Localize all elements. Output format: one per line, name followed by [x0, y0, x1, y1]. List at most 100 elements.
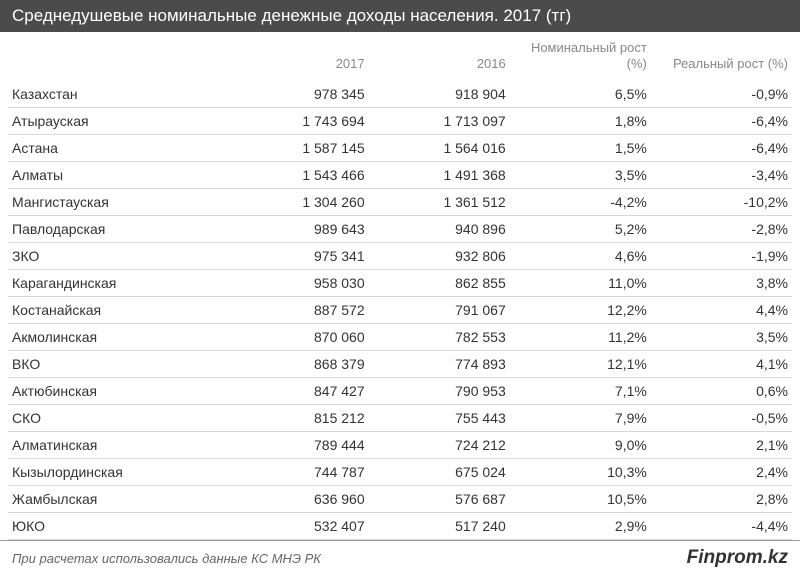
table-row: Акмолинская870 060782 55311,2%3,5% [8, 324, 792, 351]
page-title: Среднедушевые номинальные денежные доход… [0, 0, 800, 32]
footer-note: При расчетах использовались данные КС МН… [12, 551, 321, 566]
col-nominal: Номинальный рост (%) [510, 32, 651, 81]
cell-nominal: -4,2% [510, 189, 651, 216]
cell-real: 3,8% [651, 270, 792, 297]
cell-2017: 847 427 [228, 378, 369, 405]
cell-2017: 532 407 [228, 513, 369, 540]
cell-2017: 1 743 694 [228, 108, 369, 135]
cell-region: Алматинская [8, 432, 228, 459]
table-row: Казахстан978 345918 9046,5%-0,9% [8, 81, 792, 108]
cell-2016: 576 687 [369, 486, 510, 513]
cell-real: 2,1% [651, 432, 792, 459]
cell-real: -0,9% [651, 81, 792, 108]
cell-2016: 791 067 [369, 297, 510, 324]
cell-real: 3,5% [651, 324, 792, 351]
cell-2016: 1 564 016 [369, 135, 510, 162]
table-row: Карагандинская958 030862 85511,0%3,8% [8, 270, 792, 297]
cell-real: -3,4% [651, 162, 792, 189]
income-table: 2017 2016 Номинальный рост (%) Реальный … [8, 32, 792, 540]
cell-2017: 958 030 [228, 270, 369, 297]
cell-region: Акмолинская [8, 324, 228, 351]
cell-real: -4,4% [651, 513, 792, 540]
table-row: ЮКО532 407517 2402,9%-4,4% [8, 513, 792, 540]
cell-real: -10,2% [651, 189, 792, 216]
cell-region: Костанайская [8, 297, 228, 324]
cell-nominal: 1,5% [510, 135, 651, 162]
table-row: Жамбылская636 960576 68710,5%2,8% [8, 486, 792, 513]
cell-2017: 975 341 [228, 243, 369, 270]
cell-real: 2,4% [651, 459, 792, 486]
cell-region: СКО [8, 405, 228, 432]
cell-real: 4,4% [651, 297, 792, 324]
cell-nominal: 6,5% [510, 81, 651, 108]
cell-nominal: 9,0% [510, 432, 651, 459]
cell-nominal: 1,8% [510, 108, 651, 135]
cell-region: Павлодарская [8, 216, 228, 243]
cell-region: Актюбинская [8, 378, 228, 405]
cell-2017: 744 787 [228, 459, 369, 486]
cell-real: 0,6% [651, 378, 792, 405]
cell-region: ВКО [8, 351, 228, 378]
cell-2017: 978 345 [228, 81, 369, 108]
cell-region: Жамбылская [8, 486, 228, 513]
cell-real: -6,4% [651, 135, 792, 162]
footer-brand: Finprom.kz [687, 547, 788, 569]
col-2017: 2017 [228, 32, 369, 81]
cell-2016: 1 713 097 [369, 108, 510, 135]
cell-2017: 815 212 [228, 405, 369, 432]
cell-region: Казахстан [8, 81, 228, 108]
table-row: СКО815 212755 4437,9%-0,5% [8, 405, 792, 432]
cell-2017: 887 572 [228, 297, 369, 324]
cell-real: -1,9% [651, 243, 792, 270]
cell-2016: 724 212 [369, 432, 510, 459]
cell-region: Астана [8, 135, 228, 162]
cell-2016: 862 855 [369, 270, 510, 297]
cell-2017: 1 304 260 [228, 189, 369, 216]
cell-region: Мангистауская [8, 189, 228, 216]
table-row: Актюбинская847 427790 9537,1%0,6% [8, 378, 792, 405]
table-row: Кызылординская744 787675 02410,3%2,4% [8, 459, 792, 486]
cell-region: ЮКО [8, 513, 228, 540]
cell-region: Алматы [8, 162, 228, 189]
cell-nominal: 5,2% [510, 216, 651, 243]
cell-nominal: 11,0% [510, 270, 651, 297]
cell-2017: 1 543 466 [228, 162, 369, 189]
cell-nominal: 10,3% [510, 459, 651, 486]
cell-2016: 918 904 [369, 81, 510, 108]
table-row: Астана1 587 1451 564 0161,5%-6,4% [8, 135, 792, 162]
cell-real: -0,5% [651, 405, 792, 432]
cell-2017: 868 379 [228, 351, 369, 378]
cell-2017: 1 587 145 [228, 135, 369, 162]
cell-nominal: 12,1% [510, 351, 651, 378]
table-row: Алматы1 543 4661 491 3683,5%-3,4% [8, 162, 792, 189]
table-row: ЗКО975 341932 8064,6%-1,9% [8, 243, 792, 270]
cell-nominal: 7,9% [510, 405, 651, 432]
col-2016: 2016 [369, 32, 510, 81]
cell-2016: 517 240 [369, 513, 510, 540]
table-row: Костанайская887 572791 06712,2%4,4% [8, 297, 792, 324]
cell-2016: 790 953 [369, 378, 510, 405]
footer: При расчетах использовались данные КС МН… [0, 540, 800, 577]
table-row: Павлодарская989 643940 8965,2%-2,8% [8, 216, 792, 243]
table-row: ВКО868 379774 89312,1%4,1% [8, 351, 792, 378]
cell-2017: 870 060 [228, 324, 369, 351]
cell-2016: 755 443 [369, 405, 510, 432]
cell-2016: 1 361 512 [369, 189, 510, 216]
cell-2016: 932 806 [369, 243, 510, 270]
cell-2016: 940 896 [369, 216, 510, 243]
cell-real: -6,4% [651, 108, 792, 135]
col-real: Реальный рост (%) [651, 32, 792, 81]
cell-nominal: 10,5% [510, 486, 651, 513]
cell-2016: 1 491 368 [369, 162, 510, 189]
col-region [8, 32, 228, 81]
cell-region: Атырауская [8, 108, 228, 135]
cell-2017: 636 960 [228, 486, 369, 513]
cell-nominal: 3,5% [510, 162, 651, 189]
cell-nominal: 4,6% [510, 243, 651, 270]
cell-2016: 782 553 [369, 324, 510, 351]
table-container: 2017 2016 Номинальный рост (%) Реальный … [0, 32, 800, 540]
cell-nominal: 7,1% [510, 378, 651, 405]
cell-nominal: 11,2% [510, 324, 651, 351]
table-row: Мангистауская1 304 2601 361 512-4,2%-10,… [8, 189, 792, 216]
table-header-row: 2017 2016 Номинальный рост (%) Реальный … [8, 32, 792, 81]
